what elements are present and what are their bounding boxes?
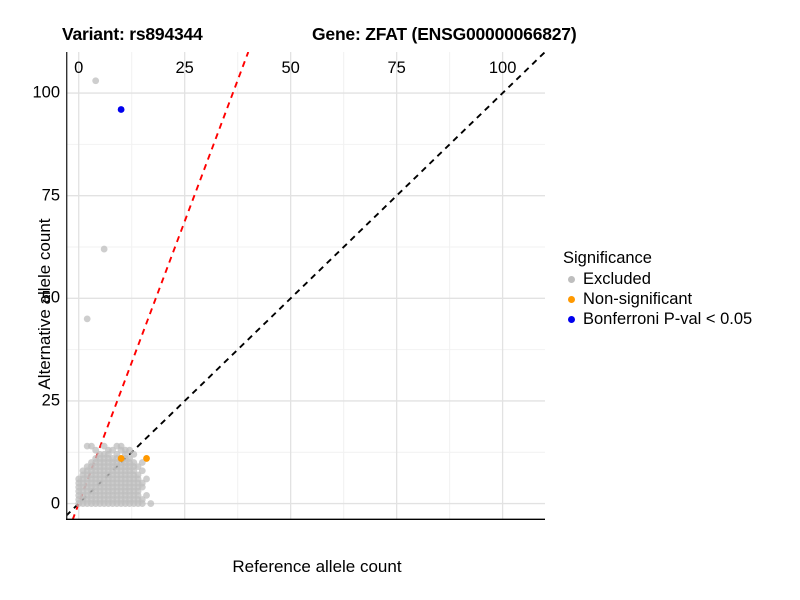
legend-item-label: Bonferroni P-val < 0.05: [583, 309, 753, 328]
gridlines-major: [66, 52, 545, 520]
legend-key-dot-icon: [563, 291, 580, 308]
x-axis-tick-label: 50: [281, 59, 300, 77]
data-point: [88, 442, 95, 450]
gene-title: Gene: ZFAT (ENSG00000066827): [312, 24, 577, 44]
legend: Significance Excluded Non-significant Bonf…: [563, 249, 795, 329]
y-axis-tick-label: 25: [41, 391, 60, 410]
data-points: [75, 77, 155, 507]
x-axis-tick-label: 100: [488, 59, 517, 77]
legend-item-label: Excluded: [583, 269, 651, 288]
legend-swatch: [568, 295, 575, 303]
legend-item[interactable]: Non-significant: [563, 289, 795, 309]
data-point: [100, 442, 108, 450]
x-axis-tick-label: 25: [175, 59, 194, 77]
legend-items: Excluded Non-significant Bonferroni P-val …: [563, 269, 795, 329]
legend-item[interactable]: Bonferroni P-val < 0.05: [563, 309, 795, 329]
data-point: [109, 446, 117, 454]
plot-titles: Variant: rs894344 Gene: ZFAT (ENSG000000…: [62, 24, 652, 48]
reference-lines: [66, 52, 545, 520]
data-point: [117, 442, 125, 450]
y-axis-tick-label: 0: [50, 494, 60, 513]
x-axis-title: Reference allele count: [232, 557, 402, 576]
reference-line-identity: [66, 52, 545, 517]
x-axis-tick-label: 0: [74, 59, 84, 77]
data-point: [92, 446, 100, 454]
legend-title: Significance: [563, 249, 652, 267]
legend-item-label: Non-significant: [583, 289, 693, 308]
data-point: [143, 491, 150, 499]
data-point: [100, 245, 108, 253]
legend-key-dot-icon: [563, 271, 580, 288]
data-point: [143, 475, 150, 483]
y-axis-tick-label: 50: [41, 288, 60, 307]
data-point: [147, 500, 155, 507]
data-point: [117, 455, 125, 462]
y-axis-tick-label: 75: [41, 186, 60, 205]
plot-panel: 0 25 50 75 100 0 25 50 75 100: [32, 52, 545, 520]
data-point: [138, 467, 146, 475]
legend-swatch: [568, 315, 575, 323]
series-non-significant: [117, 455, 150, 462]
variant-title: Variant: rs894344: [62, 24, 203, 44]
data-point: [143, 455, 150, 462]
data-point: [138, 459, 146, 466]
plot-canvas: [66, 52, 545, 520]
series-excluded: [75, 77, 155, 507]
data-point: [117, 106, 125, 113]
data-point: [138, 500, 146, 507]
data-point: [121, 446, 129, 454]
data-point: [134, 463, 142, 471]
gridlines-minor: [66, 52, 545, 520]
legend-swatch: [568, 275, 575, 283]
data-point: [130, 450, 138, 458]
data-point: [138, 483, 146, 491]
legend-item[interactable]: Excluded: [563, 269, 795, 289]
series-bonferroni-p-val-0-05: [117, 106, 125, 113]
data-point: [83, 315, 91, 323]
data-point: [92, 77, 100, 85]
y-axis-tick-label: 100: [32, 83, 60, 102]
x-axis-tick-label: 75: [387, 59, 406, 77]
legend-key-dot-icon: [563, 311, 580, 328]
